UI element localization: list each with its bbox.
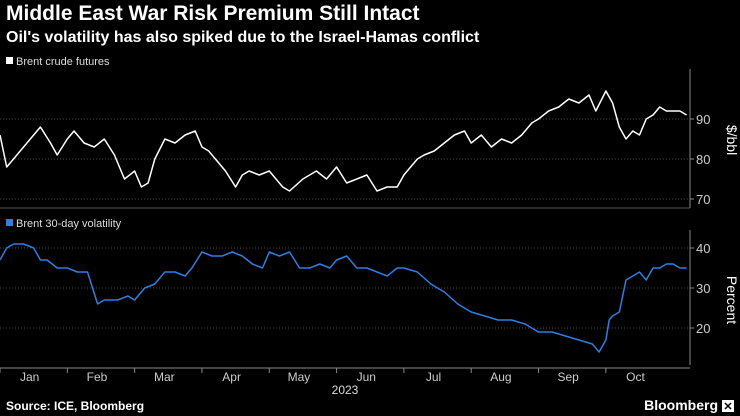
x-tick-label-sep: Sep xyxy=(558,370,580,384)
series-line-brent xyxy=(0,90,687,192)
legend-label-volatility: Brent 30-day volatility xyxy=(16,218,122,230)
x-tick-label-jan: Jan xyxy=(20,370,39,384)
y-tick-label-volatility: 20 xyxy=(696,321,710,336)
x-tick-label-oct: Oct xyxy=(626,370,645,384)
y-tick-label-volatility: 30 xyxy=(696,281,710,296)
y-axis-title-price: $/bbl xyxy=(724,125,740,155)
brand-logo-text: Bloomberg xyxy=(644,397,718,413)
y-tick-label-brent: 90 xyxy=(696,112,710,127)
x-tick-label-jul: Jul xyxy=(426,370,441,384)
x-tick-label-jun: Jun xyxy=(357,370,376,384)
y-tick-label-brent: 70 xyxy=(696,192,710,207)
x-axis: 2023 Jan Feb Mar Apr May Jun Jul Aug Sep Oct xyxy=(0,367,690,395)
volatility-panel: Brent 30-day volatility Percent 20 30 40 xyxy=(0,218,740,365)
legend-swatch-volatility xyxy=(6,219,13,226)
x-tick-label-mar: Mar xyxy=(154,370,175,384)
y-tick-label-brent: 80 xyxy=(696,152,710,167)
brent-price-panel: Brent crude futures $/bbl 70 80 90 xyxy=(0,56,740,208)
x-tick-label-may: May xyxy=(288,370,311,384)
x-tick-label-apr: Apr xyxy=(222,370,241,384)
y-tick-label-volatility: 40 xyxy=(696,241,710,256)
chart-canvas: Brent crude futures $/bbl 70 80 90 Brent 3… xyxy=(0,56,740,395)
chart-subtitle: Oil's volatility has also spiked due to … xyxy=(6,29,480,46)
legend-label-brent: Brent crude futures xyxy=(16,56,110,68)
chart-title: Middle East War Risk Premium Still Intac… xyxy=(6,2,420,25)
legend-swatch-brent xyxy=(6,57,13,64)
x-tick-label-aug: Aug xyxy=(490,370,511,384)
x-tick-label-feb: Feb xyxy=(87,370,108,384)
x-axis-year-label: 2023 xyxy=(332,383,359,395)
source-note: Source: ICE, Bloomberg xyxy=(6,399,145,413)
y-axis-title-volatility: Percent xyxy=(724,276,740,324)
series-line-volatility xyxy=(0,243,687,353)
bloomberg-mark-icon xyxy=(722,400,734,412)
